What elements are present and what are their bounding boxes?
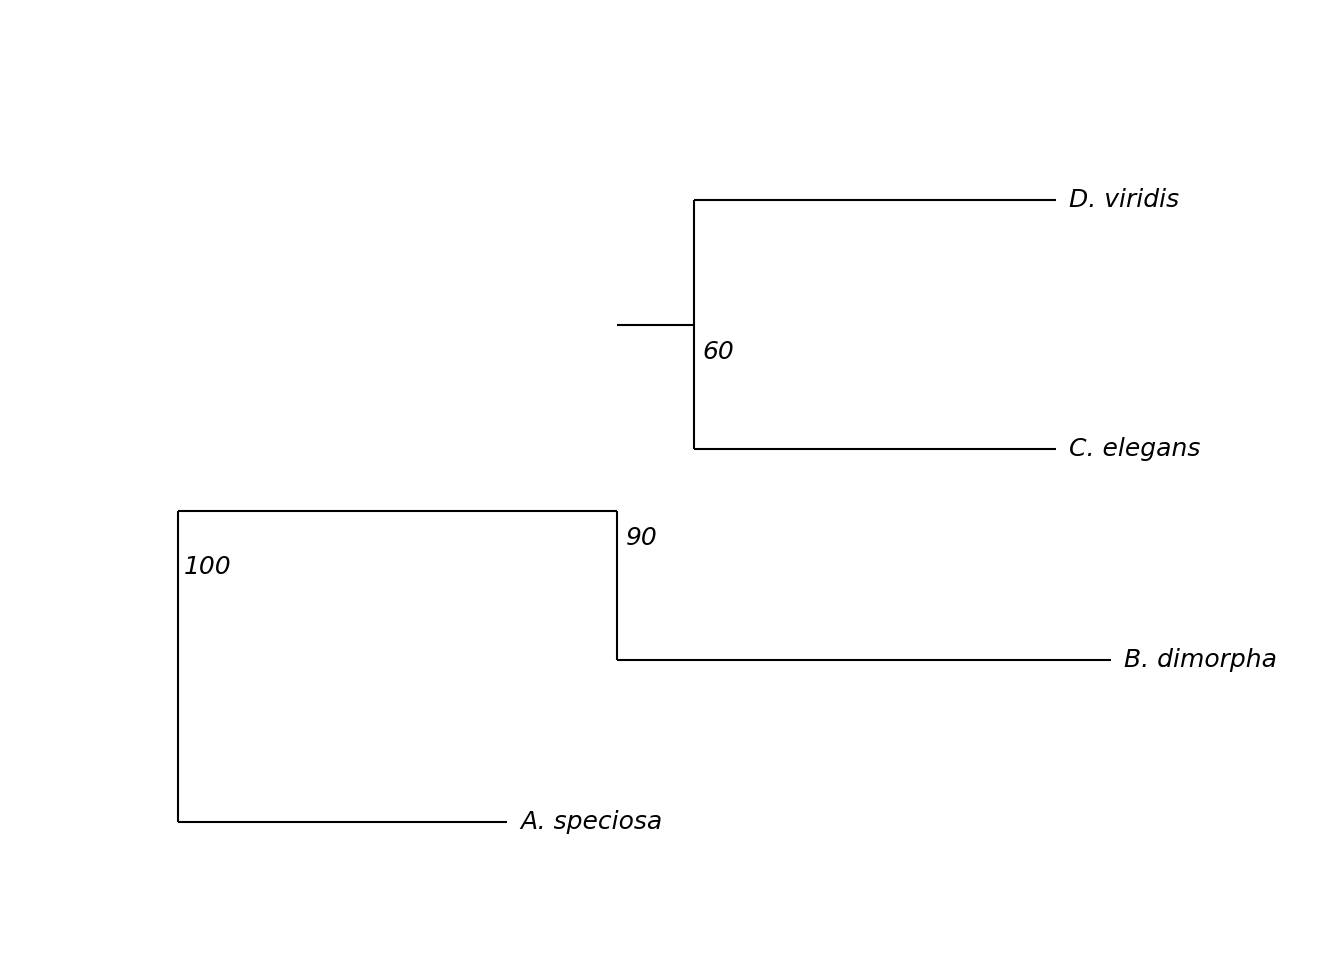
- Text: 90: 90: [626, 526, 657, 550]
- Text: B. dimorpha: B. dimorpha: [1124, 648, 1277, 672]
- Text: 60: 60: [703, 340, 734, 364]
- Text: A. speciosa: A. speciosa: [520, 810, 663, 834]
- Text: C. elegans: C. elegans: [1068, 437, 1200, 461]
- Text: D. viridis: D. viridis: [1068, 188, 1179, 212]
- Text: 100: 100: [184, 555, 231, 579]
